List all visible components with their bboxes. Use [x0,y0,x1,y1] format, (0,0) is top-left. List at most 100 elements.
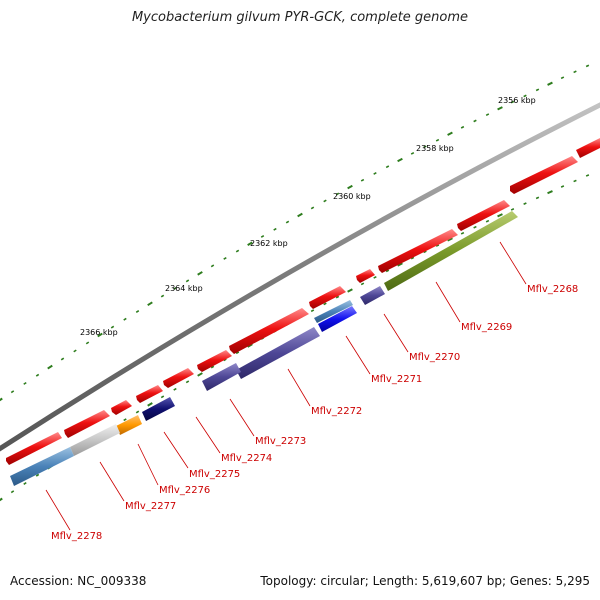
ring-tick [223,358,227,362]
ring-tick [447,237,453,242]
gene-label-mflv-2269: Mflv_2269 [461,322,512,333]
gene-mflv-2268 [384,211,518,291]
ring-tick [460,231,465,235]
ring-tick [173,286,177,290]
ring-tick [135,410,140,414]
ring-tick [397,262,403,267]
forward-gene [229,308,309,354]
ring-tick [235,351,240,355]
ring-tick [23,481,27,485]
ring-tick [123,418,127,422]
scale-label: 2362 kbp [250,239,288,248]
ring-tick [323,302,327,306]
ring-tick [473,119,477,123]
ring-tick [310,206,315,210]
scale-label: 2358 kbp [416,144,454,153]
forward-gene [111,400,132,415]
scale-label: 2364 kbp [165,284,203,293]
gene-label-mflv-2278: Mflv_2278 [51,531,102,542]
ring-tick [297,212,303,218]
ring-tick [397,157,403,163]
ring-tick [235,249,240,253]
ring-tick [435,138,440,142]
forward-gene [378,229,458,273]
ring-tick [485,113,490,116]
accession-text: Accession: NC_009338 [10,574,147,588]
ring-tick [210,365,215,369]
forward-gene [136,385,163,403]
ring-tick [547,190,553,195]
gene-label-mflv-2272: Mflv_2272 [311,406,362,417]
topology-text: Topology: circular; Length: 5,619,607 bp… [260,574,590,588]
forward-gene [457,200,510,231]
ring-tick [35,473,40,477]
gene-mflv-2276 [116,415,142,435]
ring-tick [23,381,27,385]
map-title: Mycobacterium gilvum PYR-GCK, complete g… [131,10,469,25]
ring-tick [260,235,265,238]
forward-gene [64,410,110,438]
ring-tick [223,256,227,260]
ring-tick [147,301,153,307]
ring-tick [385,269,390,273]
ring-tick [47,364,53,370]
gene-mflv-2278 [10,447,74,486]
ring-tick [335,295,340,299]
scale-ring-ticks [0,64,590,402]
gene-mflv-2273 [202,363,241,391]
ring-tick [435,244,440,247]
scale-label: 2360 kbp [333,192,371,201]
forward-gene [356,269,375,283]
gene-mflv-2271-part [314,300,353,323]
ring-tick [497,213,503,218]
genome-backbone [0,102,600,452]
ring-tick [97,332,103,338]
ring-tick [360,178,365,182]
ring-tick [460,125,465,129]
forward-gene [163,368,194,388]
ring-tick [547,81,553,86]
ring-tick [347,184,353,190]
gene-labels: Mflv_2268 Mflv_2269 Mflv_2270 Mflv_2271 … [51,284,578,542]
ring-tick [247,241,253,246]
forward-gene [6,432,62,465]
ring-tick [523,94,527,98]
gene-mflv-2275 [142,397,175,421]
ring-tick [197,372,203,377]
ring-tick [10,390,15,394]
ring-tick [423,250,427,254]
ring-tick [185,380,190,384]
ring-tick [285,220,290,224]
ring-tick [73,349,77,353]
ring-tick [273,227,277,231]
ring-tick [0,497,3,502]
ring-tick [323,199,327,203]
ring-tick [497,106,503,111]
gene-label-leaders [45,241,527,531]
forward-gene [309,286,346,309]
gene-label-mflv-2273: Mflv_2273 [255,436,306,447]
gene-mflv-2271 [318,306,357,332]
scale-labels: 2356 kbp 2358 kbp 2360 kbp 2362 kbp 2364… [80,96,536,337]
ring-tick [85,341,90,345]
ring-tick [560,185,565,188]
ring-tick [447,131,453,136]
ring-tick [147,402,153,407]
gene-label-mflv-2271: Mflv_2271 [371,374,422,385]
gene-label-mflv-2275: Mflv_2275 [189,469,240,480]
ring-tick [0,397,3,402]
ring-tick [197,271,203,276]
ring-tick [210,264,215,268]
ring-tick [173,387,177,391]
ring-tick [360,282,365,286]
ring-tick [35,373,40,377]
ring-tick [573,179,577,183]
ring-tick [510,208,515,211]
gene-mflv-2270 [360,286,385,305]
ring-tick [410,256,415,260]
ring-tick [523,202,527,205]
ring-tick [310,309,315,313]
reverse-strand-genes [10,211,518,486]
ring-tick [535,88,540,92]
